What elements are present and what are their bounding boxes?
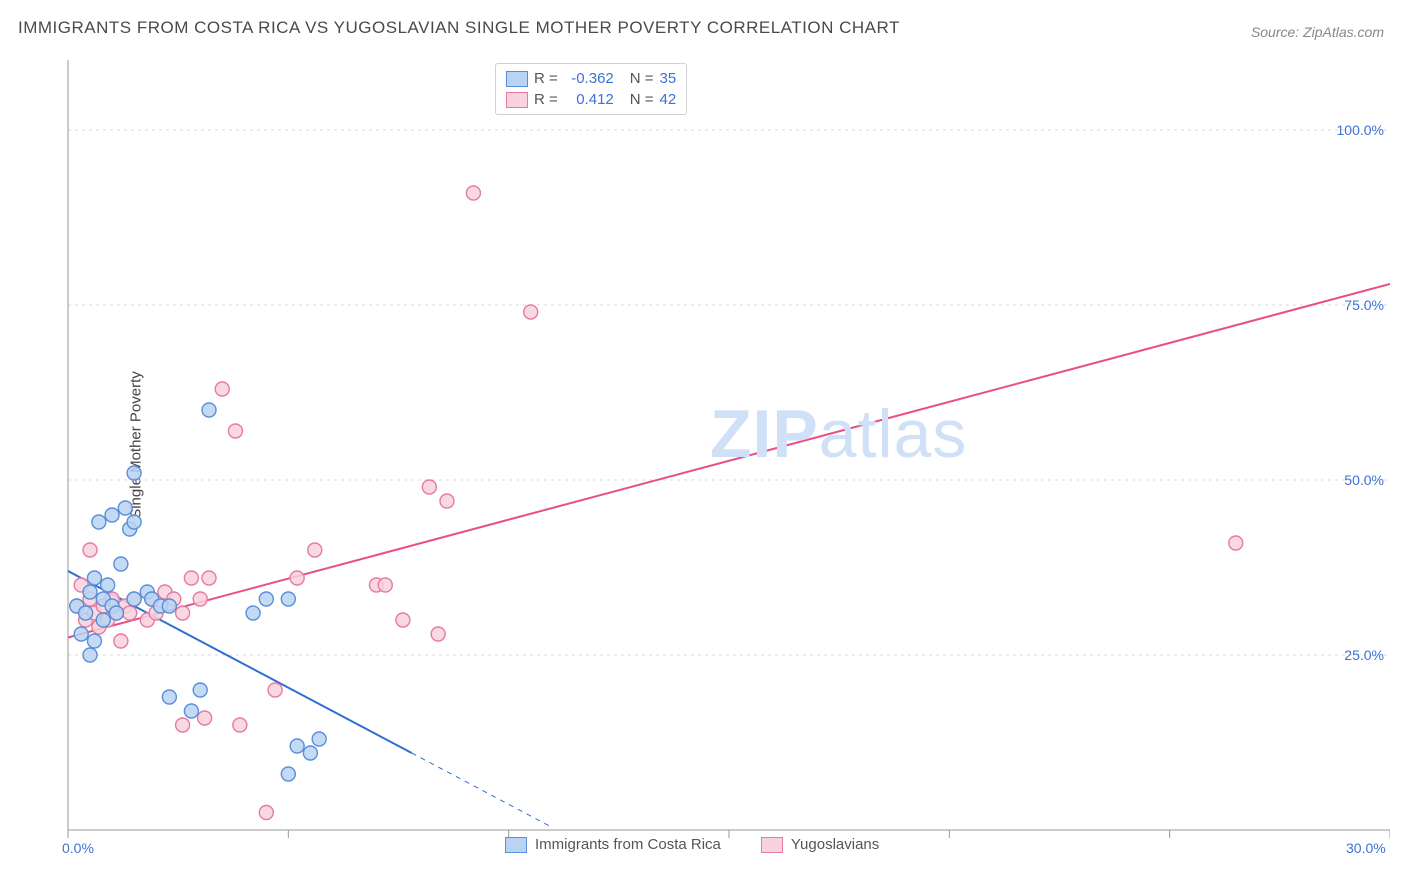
y-tick-label: 100.0% (1337, 122, 1384, 138)
stat-row-pink: R = 0.412 N = 42 (504, 89, 678, 110)
legend-item-pink: Yugoslavians (761, 836, 879, 853)
stat-n-pink: 42 (660, 91, 677, 108)
stat-r-pink: 0.412 (564, 91, 614, 108)
swatch-pink (761, 837, 783, 853)
swatch-blue (505, 837, 527, 853)
x-tick-label: 30.0% (1346, 840, 1386, 856)
stat-r-label: R = (534, 91, 558, 108)
bottom-legend: Immigrants from Costa Rica Yugoslavians (505, 836, 879, 853)
y-tick-label: 25.0% (1344, 647, 1384, 663)
stat-n-label: N = (630, 91, 654, 108)
stat-row-blue: R = -0.362 N = 35 (504, 68, 678, 89)
stat-r-label: R = (534, 70, 558, 87)
swatch-pink (506, 92, 528, 108)
swatch-blue (506, 71, 528, 87)
y-tick-label: 75.0% (1344, 297, 1384, 313)
correlation-stat-box: R = -0.362 N = 35 R = 0.412 N = 42 (495, 63, 687, 115)
stat-r-blue: -0.362 (564, 70, 614, 87)
chart-area: Single Mother Poverty ZIPatlas R = -0.36… (50, 60, 1390, 830)
chart-title: IMMIGRANTS FROM COSTA RICA VS YUGOSLAVIA… (18, 18, 900, 38)
scatter-chart-svg (50, 60, 1390, 860)
legend-item-blue: Immigrants from Costa Rica (505, 836, 721, 853)
legend-label-blue: Immigrants from Costa Rica (535, 836, 721, 853)
x-tick-label: 0.0% (62, 840, 94, 856)
stat-n-blue: 35 (660, 70, 677, 87)
y-tick-label: 50.0% (1344, 472, 1384, 488)
stat-n-label: N = (630, 70, 654, 87)
source-attribution: Source: ZipAtlas.com (1251, 24, 1384, 40)
legend-label-pink: Yugoslavians (791, 836, 879, 853)
